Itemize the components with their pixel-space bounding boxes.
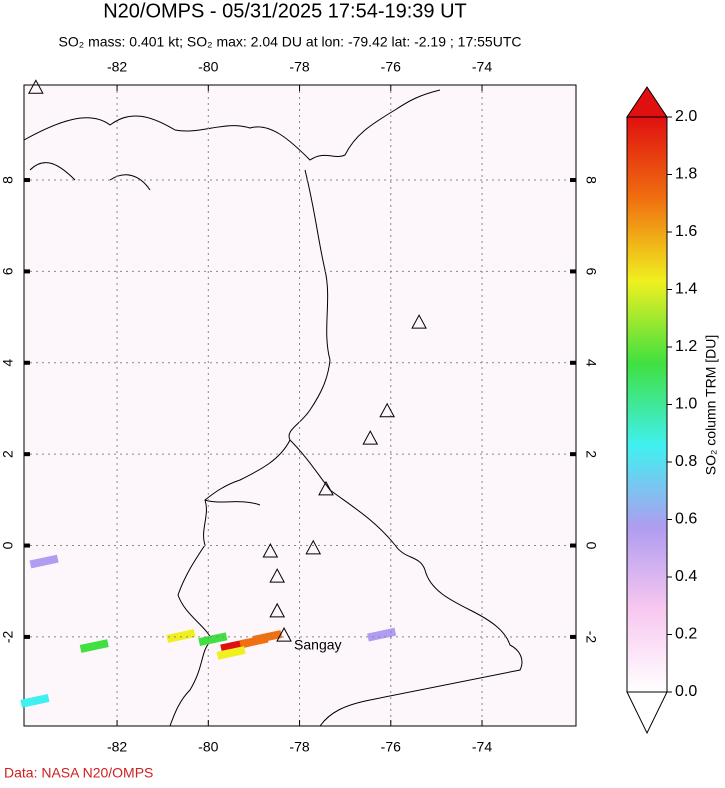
- x-tick-label: -80: [198, 59, 218, 75]
- so2-pixel: [198, 632, 228, 647]
- y-tick-label: 4: [583, 359, 599, 367]
- y-tick-label: 2: [583, 450, 599, 458]
- x-tick-label: -74: [472, 739, 492, 755]
- colorbar-tick-label: 1.4: [675, 281, 697, 298]
- x-tick-label: -78: [289, 59, 309, 75]
- so2-pixel: [216, 646, 246, 660]
- colorbar-tick-label: 1.0: [675, 396, 697, 413]
- y-tick-label: -2: [0, 630, 16, 643]
- volcano: [411, 314, 427, 329]
- colorbar-tick-label: 0.8: [675, 453, 697, 470]
- volcano: [28, 79, 44, 94]
- volcano: [262, 542, 279, 558]
- colorbar-tick-label: 2.0: [675, 108, 697, 125]
- y-tick-label: 6: [583, 268, 599, 276]
- colorbar-tick-label: 0.4: [675, 568, 697, 585]
- y-tick-label: 0: [583, 542, 599, 550]
- so2-pixel: [29, 554, 59, 569]
- x-tick-label: -76: [381, 739, 401, 755]
- volcano: [269, 602, 286, 618]
- volcano-label: Sangay: [294, 637, 341, 653]
- y-tick-label: 8: [583, 176, 599, 184]
- y-tick-label: 8: [0, 176, 16, 184]
- y-tick-label: 0: [0, 541, 16, 549]
- colorbar-min-arrow: [626, 691, 668, 735]
- volcano: [362, 430, 379, 445]
- so2-pixel: [166, 629, 196, 643]
- colorbar-tick-label: 0.6: [675, 511, 697, 528]
- volcano: [318, 480, 334, 496]
- y-tick-label: 4: [0, 359, 16, 367]
- x-tick-label: -78: [289, 739, 309, 755]
- x-tick-label: -76: [381, 59, 401, 75]
- volcano: [379, 402, 395, 418]
- x-tick-label: -74: [472, 59, 492, 75]
- colorbar-label: SO₂ column TRM [DU]: [703, 335, 719, 476]
- x-tick-label: -82: [107, 59, 127, 75]
- volcano: [269, 568, 286, 583]
- colorbar-tick-label: 0.0: [675, 683, 697, 700]
- y-tick-label: 2: [0, 450, 16, 458]
- y-tick-label: -2: [583, 631, 599, 644]
- colorbar-tick-label: 1.8: [675, 166, 697, 183]
- so2-pixel: [20, 694, 50, 708]
- subtitle: SO₂ mass: 0.401 kt; SO₂ max: 2.04 DU at …: [59, 34, 522, 50]
- colorbar: [626, 116, 668, 693]
- colorbar-tick-label: 1.6: [675, 223, 697, 240]
- x-tick-label: -82: [107, 739, 127, 755]
- colorbar-tick-label: 0.2: [675, 626, 697, 643]
- so2-pixel: [253, 630, 283, 644]
- title: N20/OMPS - 05/31/2025 17:54-19:39 UT: [103, 0, 467, 22]
- volcano: [305, 539, 322, 555]
- volcano: [276, 627, 292, 642]
- credit: Data: NASA N20/OMPS: [4, 765, 153, 781]
- so2-pixel: [79, 639, 109, 653]
- colorbar-tick-label: 1.2: [675, 338, 697, 355]
- so2-pixel: [367, 627, 397, 642]
- colorbar-max-arrow: [626, 86, 668, 118]
- y-tick-label: 6: [0, 267, 16, 275]
- x-tick-label: -80: [198, 739, 218, 755]
